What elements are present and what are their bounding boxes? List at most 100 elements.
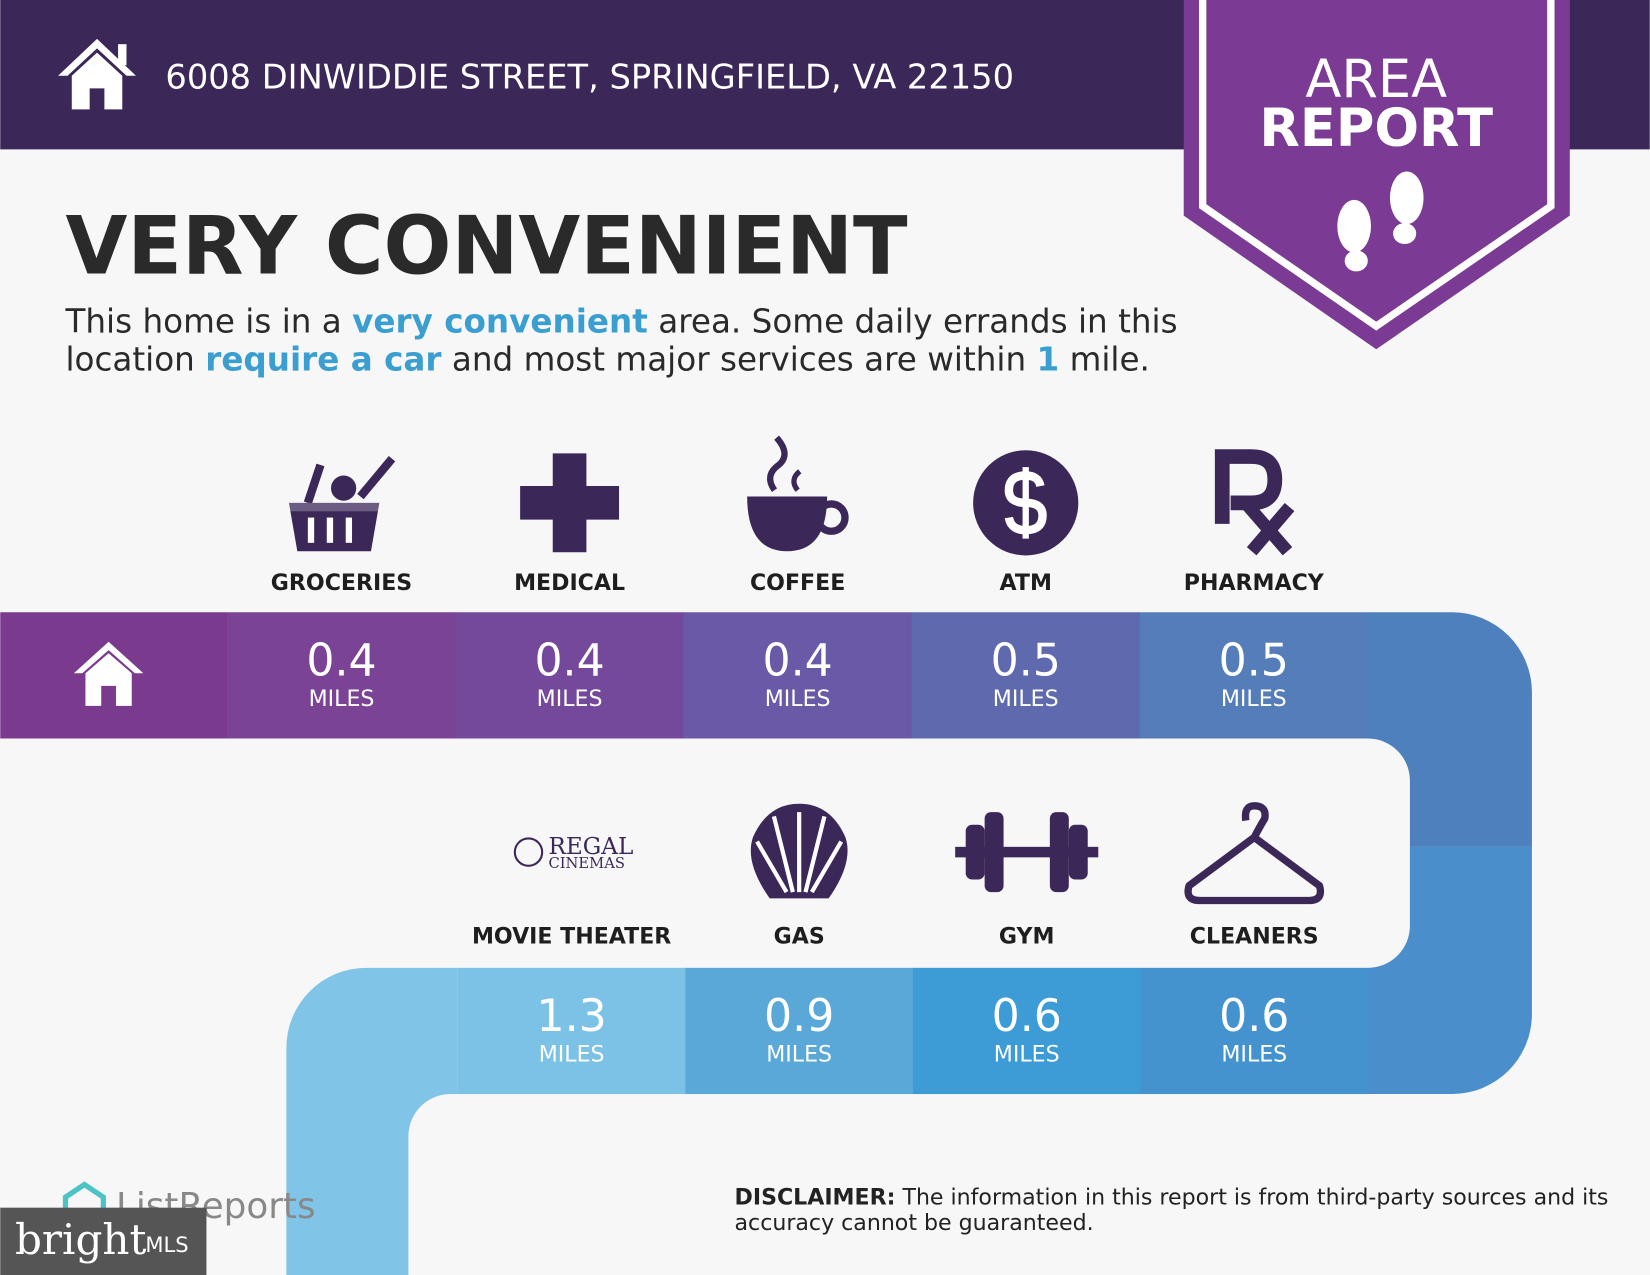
distance-cell <box>1139 612 1369 739</box>
logo-text: REGAL <box>548 834 633 860</box>
distance-value: 0.6 <box>1219 991 1289 1042</box>
text: mile. <box>1059 340 1150 378</box>
distance-cell <box>685 967 914 1095</box>
disclaimer-label: DISCLAIMER: <box>735 1185 896 1211</box>
mls-box <box>0 1207 207 1275</box>
icon-part <box>1184 802 1325 905</box>
highlight: 1 <box>1037 340 1060 378</box>
distance-unit: MILES <box>765 686 831 712</box>
description: This home is in a very convenient area. … <box>64 302 1177 378</box>
icon-part <box>984 812 1004 893</box>
icon-part <box>330 475 357 501</box>
service-icon <box>520 453 620 553</box>
distance-unit: MILES <box>539 1041 605 1067</box>
icon-part <box>767 435 788 493</box>
highlight: very convenient <box>352 302 648 340</box>
distance-value: 0.6 <box>992 991 1062 1042</box>
icon-part <box>755 812 844 894</box>
distance-value: 1.3 <box>537 991 607 1042</box>
distance-cell <box>457 967 686 1095</box>
service-icon <box>955 812 1099 893</box>
icon-part <box>771 815 795 893</box>
service-label: PHARMACY <box>1184 570 1325 596</box>
icon-part <box>1049 812 1069 893</box>
distance-unit: MILES <box>1221 686 1287 712</box>
distance-cell <box>911 612 1141 739</box>
service-icon <box>1184 802 1325 905</box>
service-icon <box>747 435 849 552</box>
icon-part <box>791 469 802 492</box>
service-icon <box>973 450 1079 556</box>
text: area. Some daily errands in this <box>648 302 1178 340</box>
distance-unit: MILES <box>994 1041 1060 1067</box>
service-label: GAS <box>774 924 825 950</box>
icon-part <box>345 517 353 543</box>
icon-part <box>1240 498 1295 556</box>
address: 6008 DINWIDDIE STREET, SPRINGFIELD, VA 2… <box>165 57 1014 96</box>
distance-value: 0.9 <box>764 991 834 1042</box>
icon-part <box>326 517 334 543</box>
icon-part <box>965 824 985 880</box>
text: location <box>65 340 205 378</box>
distance-cell <box>227 612 457 739</box>
icon-part <box>1068 824 1088 880</box>
service-icon <box>750 803 848 899</box>
listreports-logo <box>62 1181 106 1210</box>
home-icon <box>73 641 144 706</box>
icon-part <box>357 455 396 500</box>
text: and most major services are within <box>442 340 1037 378</box>
logo-mark <box>513 837 544 867</box>
icon-part <box>747 496 828 552</box>
service-icon <box>1214 449 1295 556</box>
distance-cell <box>1140 967 1369 1095</box>
icon-part <box>286 502 382 512</box>
distance-unit: MILES <box>309 686 375 712</box>
icon-part <box>809 840 844 894</box>
disclaimer-text: accuracy cannot be guaranteed. <box>735 1210 1094 1236</box>
distance-value: 0.4 <box>306 635 376 686</box>
icon-part <box>955 846 1099 858</box>
description-line: location require a car and most major se… <box>65 340 1149 378</box>
service-label: MOVIE THEATER <box>472 924 671 950</box>
icon-part <box>803 815 827 893</box>
description-line: This home is in a very convenient area. … <box>64 302 1177 340</box>
distance-unit: MILES <box>1221 1041 1287 1067</box>
disclaimer: DISCLAIMER: The information in this repo… <box>735 1185 1609 1211</box>
distance-value: 0.4 <box>763 635 833 686</box>
icon-part <box>813 500 849 535</box>
distance-cell <box>912 967 1142 1095</box>
badge <box>1183 0 1570 350</box>
badge-line: REPORT <box>1259 98 1493 159</box>
text: This home is in a <box>64 302 352 340</box>
icon-part <box>303 463 325 505</box>
distance-unit: MILES <box>766 1041 832 1067</box>
distance-cell <box>455 612 685 739</box>
service-label: COFFEE <box>750 570 845 596</box>
badge-line: AREA <box>1305 49 1447 110</box>
distance-unit: MILES <box>993 686 1059 712</box>
logo-text: CINEMAS <box>548 855 624 872</box>
mls-brand: bright <box>15 1215 147 1264</box>
service-label: GROCERIES <box>271 570 412 596</box>
highlight: require a car <box>205 340 441 378</box>
heading: VERY CONVENIENT <box>65 200 908 293</box>
icon-part <box>520 453 620 553</box>
service-icon <box>286 455 396 552</box>
mls-label: MLS <box>145 1232 188 1257</box>
disclaimer-text: The information in this report is from t… <box>895 1185 1608 1211</box>
distance-cell <box>683 612 913 739</box>
icon-part <box>1214 449 1283 524</box>
home-icon <box>58 38 136 110</box>
distance-value: 0.5 <box>991 635 1061 686</box>
icon-part <box>307 517 353 543</box>
service-label: GYM <box>999 924 1055 950</box>
icon-part <box>755 840 789 894</box>
service-label: CLEANERS <box>1190 924 1319 950</box>
distance-value: 0.5 <box>1219 635 1289 686</box>
distance-value: 0.4 <box>534 635 604 686</box>
service-label: MEDICAL <box>514 570 625 596</box>
icon-part <box>955 812 1099 893</box>
